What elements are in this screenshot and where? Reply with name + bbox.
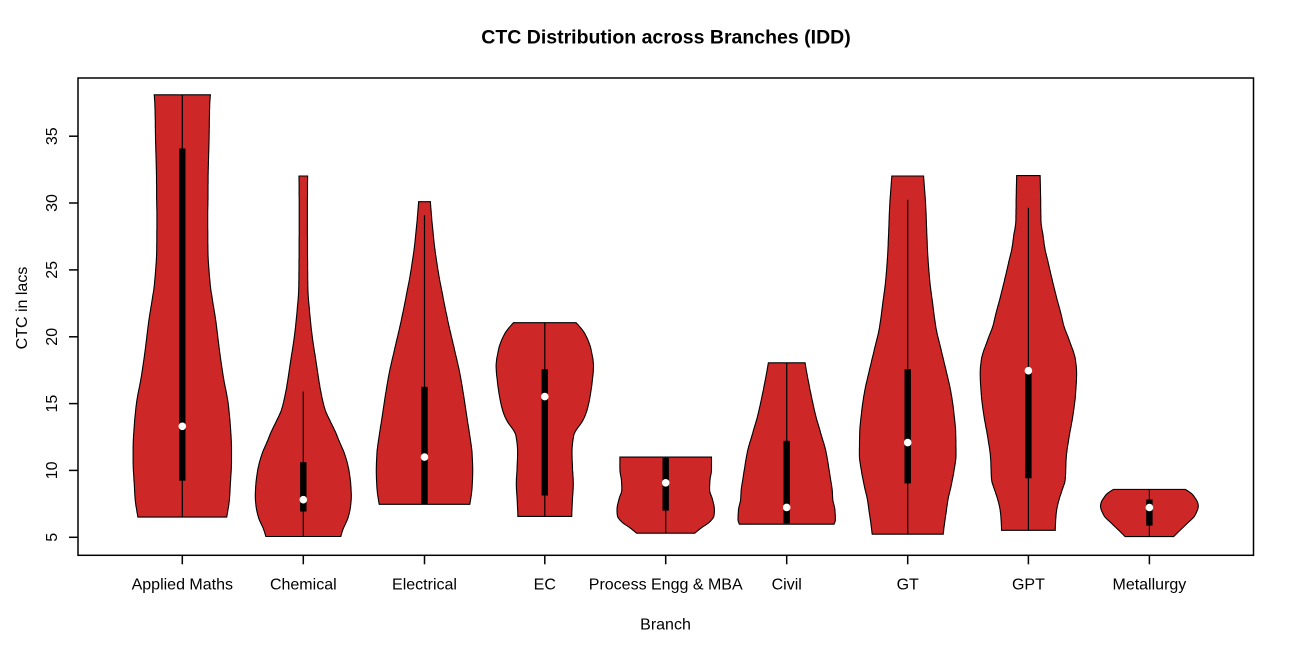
svg-text:20: 20 (44, 328, 61, 346)
svg-text:CTC Distribution across Branch: CTC Distribution across Branches (IDD) (481, 26, 850, 48)
svg-text:Process Engg & MBA: Process Engg & MBA (589, 577, 743, 594)
svg-text:35: 35 (44, 127, 61, 145)
svg-text:Civil: Civil (772, 577, 802, 594)
svg-text:Metallurgy: Metallurgy (1112, 577, 1186, 594)
svg-text:5: 5 (44, 533, 61, 542)
svg-text:25: 25 (44, 261, 61, 279)
svg-text:GT: GT (897, 577, 919, 594)
svg-text:EC: EC (534, 577, 556, 594)
svg-text:30: 30 (44, 194, 61, 212)
svg-text:Chemical: Chemical (270, 577, 337, 594)
svg-text:10: 10 (44, 461, 61, 479)
svg-text:Branch: Branch (640, 616, 691, 633)
svg-text:15: 15 (44, 395, 61, 413)
svg-text:GPT: GPT (1012, 577, 1045, 594)
svg-text:Applied Maths: Applied Maths (132, 577, 233, 594)
svg-text:Electrical: Electrical (392, 577, 457, 594)
svg-text:CTC in lacs: CTC in lacs (14, 267, 31, 350)
